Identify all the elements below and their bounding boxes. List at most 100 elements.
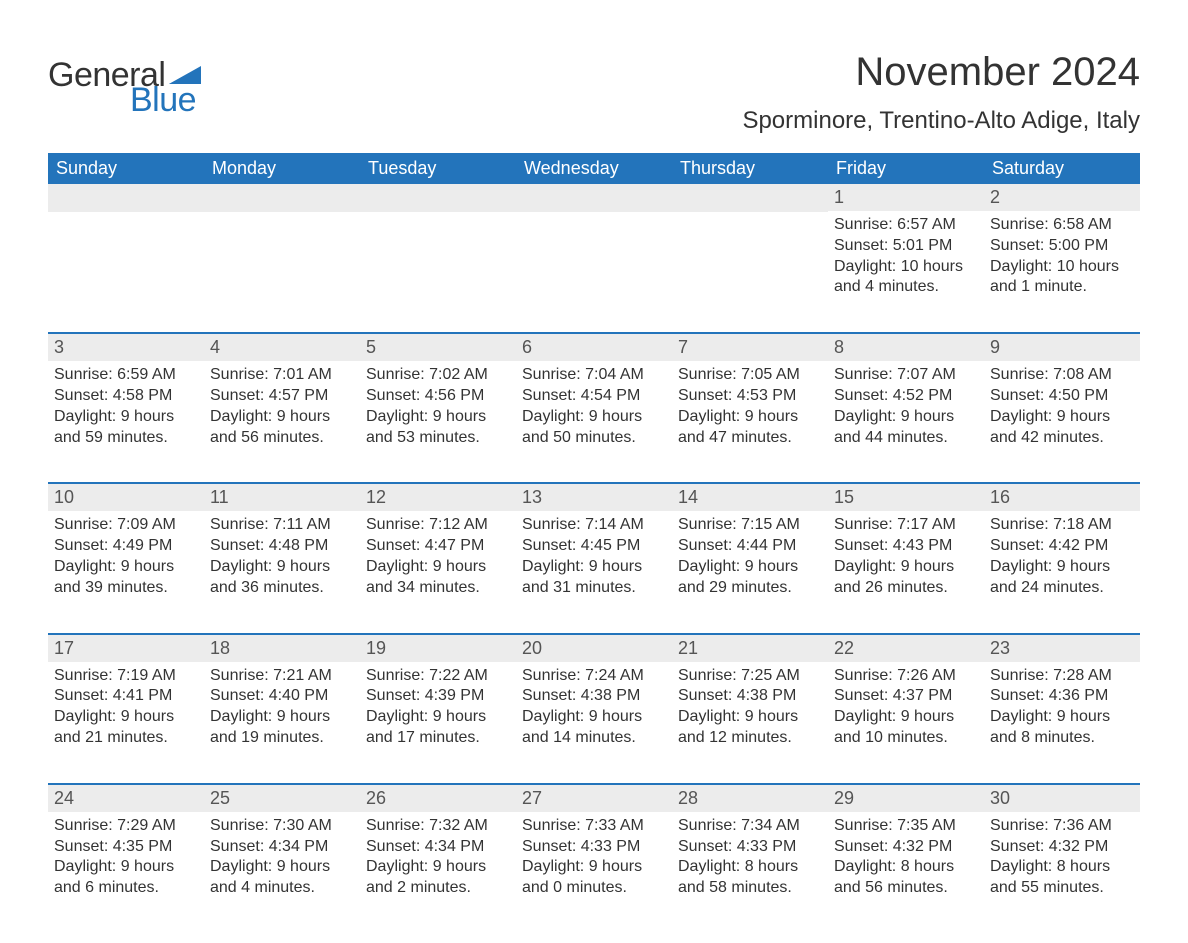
day-number-empty: [204, 184, 360, 212]
sunrise-text: Sunrise: 7:19 AM: [54, 666, 198, 687]
day-details: Sunrise: 7:04 AMSunset: 4:54 PMDaylight:…: [516, 361, 672, 452]
day-details: Sunrise: 7:33 AMSunset: 4:33 PMDaylight:…: [516, 812, 672, 903]
day-number: 23: [984, 635, 1140, 662]
day-cell: 6Sunrise: 7:04 AMSunset: 4:54 PMDaylight…: [516, 334, 672, 452]
day-details: Sunrise: 7:28 AMSunset: 4:36 PMDaylight:…: [984, 662, 1140, 753]
day-details: Sunrise: 7:26 AMSunset: 4:37 PMDaylight:…: [828, 662, 984, 753]
daylight-text: Daylight: 9 hours and 44 minutes.: [834, 407, 978, 449]
day-cell: 7Sunrise: 7:05 AMSunset: 4:53 PMDaylight…: [672, 334, 828, 452]
week-row: 3Sunrise: 6:59 AMSunset: 4:58 PMDaylight…: [48, 332, 1140, 452]
sunset-text: Sunset: 5:01 PM: [834, 236, 978, 257]
week-spacer: [48, 452, 1140, 482]
daylight-text: Daylight: 9 hours and 4 minutes.: [210, 857, 354, 899]
sunset-text: Sunset: 4:49 PM: [54, 536, 198, 557]
day-number: 21: [672, 635, 828, 662]
day-details: Sunrise: 7:36 AMSunset: 4:32 PMDaylight:…: [984, 812, 1140, 903]
sunrise-text: Sunrise: 7:08 AM: [990, 365, 1134, 386]
daylight-text: Daylight: 9 hours and 42 minutes.: [990, 407, 1134, 449]
day-number: 17: [48, 635, 204, 662]
day-details: Sunrise: 7:09 AMSunset: 4:49 PMDaylight:…: [48, 511, 204, 602]
day-number: 28: [672, 785, 828, 812]
day-details: Sunrise: 7:08 AMSunset: 4:50 PMDaylight:…: [984, 361, 1140, 452]
logo: General Blue: [48, 56, 201, 120]
sunset-text: Sunset: 4:44 PM: [678, 536, 822, 557]
day-cell: 1Sunrise: 6:57 AMSunset: 5:01 PMDaylight…: [828, 184, 984, 302]
day-cell: 15Sunrise: 7:17 AMSunset: 4:43 PMDayligh…: [828, 484, 984, 602]
sunrise-text: Sunrise: 7:07 AM: [834, 365, 978, 386]
sunrise-text: Sunrise: 7:01 AM: [210, 365, 354, 386]
sunset-text: Sunset: 4:57 PM: [210, 386, 354, 407]
sunset-text: Sunset: 4:54 PM: [522, 386, 666, 407]
day-number: 14: [672, 484, 828, 511]
day-number: 6: [516, 334, 672, 361]
sunrise-text: Sunrise: 7:32 AM: [366, 816, 510, 837]
day-cell: 29Sunrise: 7:35 AMSunset: 4:32 PMDayligh…: [828, 785, 984, 903]
sunset-text: Sunset: 4:38 PM: [522, 686, 666, 707]
sunrise-text: Sunrise: 7:25 AM: [678, 666, 822, 687]
day-number: 3: [48, 334, 204, 361]
sunrise-text: Sunrise: 7:17 AM: [834, 515, 978, 536]
daylight-text: Daylight: 9 hours and 26 minutes.: [834, 557, 978, 599]
sunset-text: Sunset: 4:37 PM: [834, 686, 978, 707]
sunset-text: Sunset: 4:50 PM: [990, 386, 1134, 407]
sunrise-text: Sunrise: 7:21 AM: [210, 666, 354, 687]
daylight-text: Daylight: 9 hours and 36 minutes.: [210, 557, 354, 599]
day-number-empty: [360, 184, 516, 212]
week-row: 1Sunrise: 6:57 AMSunset: 5:01 PMDaylight…: [48, 184, 1140, 302]
daylight-text: Daylight: 9 hours and 8 minutes.: [990, 707, 1134, 749]
daylight-text: Daylight: 9 hours and 24 minutes.: [990, 557, 1134, 599]
sunset-text: Sunset: 4:40 PM: [210, 686, 354, 707]
day-cell-empty: [204, 184, 360, 302]
dow-thursday: Thursday: [672, 153, 828, 184]
sunrise-text: Sunrise: 7:15 AM: [678, 515, 822, 536]
sunrise-text: Sunrise: 7:34 AM: [678, 816, 822, 837]
day-number: 24: [48, 785, 204, 812]
sunset-text: Sunset: 4:56 PM: [366, 386, 510, 407]
day-cell: 16Sunrise: 7:18 AMSunset: 4:42 PMDayligh…: [984, 484, 1140, 602]
sunset-text: Sunset: 4:43 PM: [834, 536, 978, 557]
day-cell: 24Sunrise: 7:29 AMSunset: 4:35 PMDayligh…: [48, 785, 204, 903]
day-cell: 8Sunrise: 7:07 AMSunset: 4:52 PMDaylight…: [828, 334, 984, 452]
daylight-text: Daylight: 9 hours and 10 minutes.: [834, 707, 978, 749]
sunrise-text: Sunrise: 7:02 AM: [366, 365, 510, 386]
day-details: Sunrise: 7:17 AMSunset: 4:43 PMDaylight:…: [828, 511, 984, 602]
daylight-text: Daylight: 10 hours and 4 minutes.: [834, 257, 978, 299]
day-number: 2: [984, 184, 1140, 211]
day-number: 7: [672, 334, 828, 361]
week-spacer: [48, 302, 1140, 332]
sunrise-text: Sunrise: 7:22 AM: [366, 666, 510, 687]
sunrise-text: Sunrise: 7:05 AM: [678, 365, 822, 386]
day-number: 1: [828, 184, 984, 211]
daylight-text: Daylight: 9 hours and 19 minutes.: [210, 707, 354, 749]
day-details: Sunrise: 7:32 AMSunset: 4:34 PMDaylight:…: [360, 812, 516, 903]
day-cell-empty: [48, 184, 204, 302]
day-number: 10: [48, 484, 204, 511]
daylight-text: Daylight: 9 hours and 6 minutes.: [54, 857, 198, 899]
day-details: Sunrise: 7:34 AMSunset: 4:33 PMDaylight:…: [672, 812, 828, 903]
sunrise-text: Sunrise: 7:11 AM: [210, 515, 354, 536]
sunrise-text: Sunrise: 6:57 AM: [834, 215, 978, 236]
day-cell-empty: [672, 184, 828, 302]
page-title: November 2024: [742, 50, 1140, 95]
day-number: 16: [984, 484, 1140, 511]
day-number-empty: [48, 184, 204, 212]
day-details: Sunrise: 6:58 AMSunset: 5:00 PMDaylight:…: [984, 211, 1140, 302]
day-number: 11: [204, 484, 360, 511]
daylight-text: Daylight: 9 hours and 34 minutes.: [366, 557, 510, 599]
dow-sunday: Sunday: [48, 153, 204, 184]
day-number-empty: [516, 184, 672, 212]
day-details: Sunrise: 7:30 AMSunset: 4:34 PMDaylight:…: [204, 812, 360, 903]
sunrise-text: Sunrise: 7:04 AM: [522, 365, 666, 386]
day-cell: 17Sunrise: 7:19 AMSunset: 4:41 PMDayligh…: [48, 635, 204, 753]
sunset-text: Sunset: 4:38 PM: [678, 686, 822, 707]
day-details: Sunrise: 6:57 AMSunset: 5:01 PMDaylight:…: [828, 211, 984, 302]
day-number: 15: [828, 484, 984, 511]
day-details: Sunrise: 7:11 AMSunset: 4:48 PMDaylight:…: [204, 511, 360, 602]
day-number-empty: [672, 184, 828, 212]
day-number: 8: [828, 334, 984, 361]
dow-wednesday: Wednesday: [516, 153, 672, 184]
day-number: 30: [984, 785, 1140, 812]
daylight-text: Daylight: 9 hours and 31 minutes.: [522, 557, 666, 599]
sunset-text: Sunset: 4:34 PM: [210, 837, 354, 858]
sunset-text: Sunset: 4:45 PM: [522, 536, 666, 557]
